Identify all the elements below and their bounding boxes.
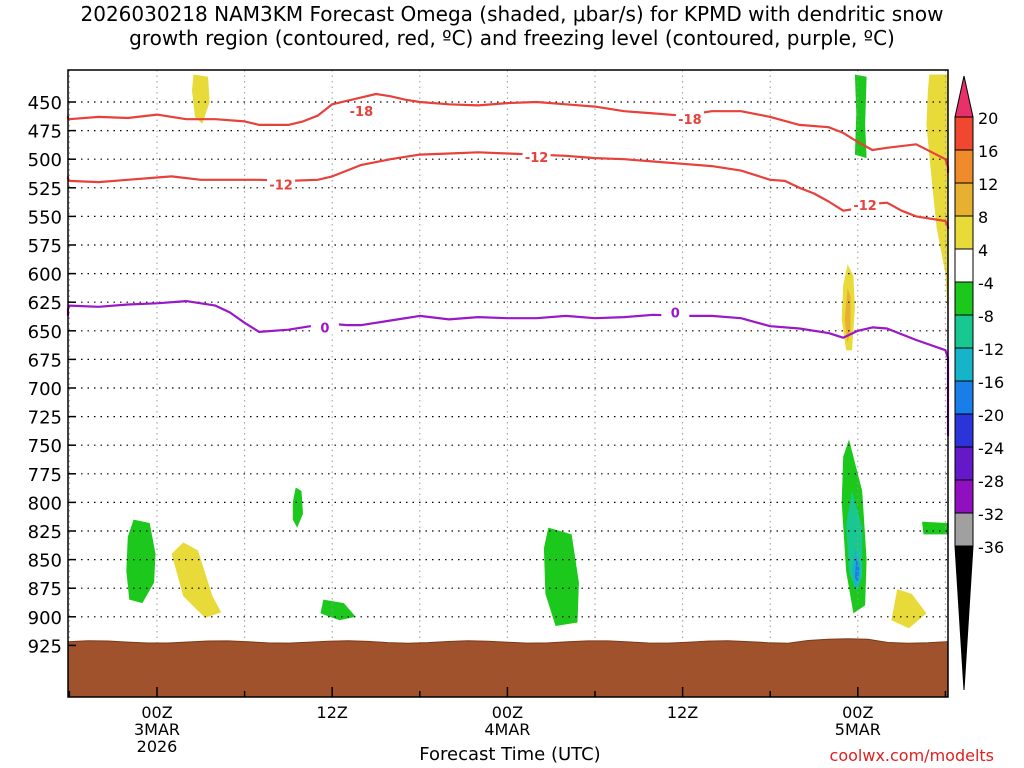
contour-label--12C: -12 bbox=[853, 199, 877, 214]
x-tick-label: 12Z bbox=[317, 703, 348, 722]
y-tick-label: 850 bbox=[28, 551, 62, 572]
colorbar-label: -4 bbox=[978, 274, 994, 293]
colorbar-bin-3 bbox=[954, 182, 974, 217]
chart-title: 2026030218 NAM3KM Forecast Omega (shaded… bbox=[0, 2, 1024, 50]
colorbar-bin-4 bbox=[954, 215, 974, 250]
terrain-strip bbox=[67, 638, 949, 698]
x-tick-label: 2026 bbox=[137, 737, 178, 756]
credit-link[interactable]: coolwx.com/modelts bbox=[829, 746, 994, 765]
contour-label-bg-1-1 bbox=[522, 148, 551, 164]
y-tick-label: 700 bbox=[28, 379, 62, 400]
contour-label--18C: -18 bbox=[350, 105, 374, 120]
omega-region-20 bbox=[922, 521, 948, 535]
y-axis: 450 475 500 525 550 575 600 625 650 675 700 725 750 7… bbox=[28, 93, 76, 657]
colorbar-bin-13 bbox=[954, 512, 974, 547]
x-tick-label: 00Z bbox=[141, 703, 172, 722]
plot-area bbox=[68, 70, 948, 697]
y-tick-label: 800 bbox=[28, 493, 62, 514]
omega-region-14 bbox=[891, 589, 927, 629]
contour-label-bg-1-0 bbox=[267, 176, 296, 192]
colorbar-bin-7 bbox=[954, 314, 974, 349]
title-line-2: growth region (contoured, red, ºC) and f… bbox=[129, 26, 895, 50]
colorbar-bin-12 bbox=[954, 479, 974, 514]
colorbar-bin-5 bbox=[954, 248, 974, 283]
omega-region-5 bbox=[320, 599, 356, 621]
y-tick-label: 675 bbox=[28, 350, 62, 371]
omega-region-4 bbox=[292, 487, 303, 528]
contour-label-bg-2-1 bbox=[661, 304, 690, 320]
temperature-contours: -18 -18 -12 -12 -12 0 0 bbox=[66, 92, 950, 436]
y-tick-label: 575 bbox=[28, 236, 62, 257]
colorbar-label: -28 bbox=[978, 472, 1004, 491]
colorbar-bottom-arrow bbox=[954, 545, 974, 691]
contour-label-0C: 0 bbox=[671, 306, 680, 321]
y-tick-label: 525 bbox=[28, 179, 62, 200]
colorbar-label: 20 bbox=[978, 109, 998, 128]
y-tick-label: 775 bbox=[28, 465, 62, 486]
colorbar-bin-10 bbox=[954, 413, 974, 448]
colorbar-label: -12 bbox=[978, 340, 1004, 359]
contour-label-bg-1-2 bbox=[851, 196, 880, 212]
colorbar-label: -8 bbox=[978, 307, 994, 326]
x-tick-label: 00Z bbox=[842, 703, 873, 722]
x-tick-label: 00Z bbox=[492, 703, 523, 722]
terrain-ground bbox=[67, 638, 949, 698]
plot-background bbox=[68, 70, 948, 697]
y-tick-label: 875 bbox=[28, 579, 62, 600]
colorbar-label: 12 bbox=[978, 175, 998, 194]
x-tick-label: 12Z bbox=[667, 703, 698, 722]
contour-label--12C: -12 bbox=[525, 151, 549, 166]
colorbar: 20 16 12 8 4 -4 -8 -12 -16 -20 -24 -28 -32 -36 bbox=[954, 75, 1004, 691]
contour-0C bbox=[66, 300, 950, 436]
x-tick-label: 5MAR bbox=[835, 720, 881, 739]
colorbar-bin-9 bbox=[954, 380, 974, 415]
colorbar-label: -24 bbox=[978, 439, 1004, 458]
colorbar-bin-2 bbox=[954, 149, 974, 184]
y-tick-label: 475 bbox=[28, 122, 62, 143]
x-tick-label: 4MAR bbox=[484, 720, 530, 739]
contour-label-bg-0-1 bbox=[675, 111, 704, 127]
colorbar-label: -16 bbox=[978, 373, 1004, 392]
omega-region-1 bbox=[192, 74, 210, 124]
colorbar-bin-6 bbox=[954, 281, 974, 316]
y-tick-label: 500 bbox=[28, 150, 62, 171]
y-tick-label: 650 bbox=[28, 322, 62, 343]
colorbar-top-arrow bbox=[954, 75, 974, 118]
colorbar-bin-11 bbox=[954, 446, 974, 481]
colorbar-label: 8 bbox=[978, 208, 988, 227]
colorbar-label: 4 bbox=[978, 241, 988, 260]
y-tick-label: 725 bbox=[28, 408, 62, 429]
contour-label--12C: -12 bbox=[269, 178, 293, 193]
title-line-1: 2026030218 NAM3KM Forecast Omega (shaded… bbox=[80, 2, 944, 26]
contour-label-bg-2-0 bbox=[310, 319, 339, 335]
x-tick-label: 3MAR bbox=[134, 720, 180, 739]
contour-label-0C: 0 bbox=[320, 321, 329, 336]
y-tick-label: 625 bbox=[28, 293, 62, 314]
y-tick-label: 450 bbox=[28, 93, 62, 114]
contour-label--18C: -18 bbox=[678, 113, 702, 128]
colorbar-bin-8 bbox=[954, 347, 974, 382]
contour--18C bbox=[66, 92, 950, 173]
x-axis-title: Forecast Time (UTC) bbox=[419, 744, 601, 765]
y-tick-label: 925 bbox=[28, 636, 62, 657]
colorbar-label: -32 bbox=[978, 505, 1004, 524]
contour-label-bg-0-0 bbox=[347, 103, 376, 119]
colorbar-label: -36 bbox=[978, 538, 1004, 557]
y-tick-label: 900 bbox=[28, 608, 62, 629]
grid-lines bbox=[68, 70, 948, 697]
y-tick-label: 600 bbox=[28, 265, 62, 286]
y-tick-label: 825 bbox=[28, 522, 62, 543]
omega-region-6 bbox=[543, 527, 579, 626]
colorbar-label: -20 bbox=[978, 406, 1004, 425]
colorbar-label: 16 bbox=[978, 142, 998, 161]
colorbar-bin-1 bbox=[954, 116, 974, 151]
omega-region-3 bbox=[126, 519, 156, 604]
omega-region-0 bbox=[171, 542, 222, 618]
y-tick-label: 550 bbox=[28, 207, 62, 228]
y-tick-label: 750 bbox=[28, 436, 62, 457]
